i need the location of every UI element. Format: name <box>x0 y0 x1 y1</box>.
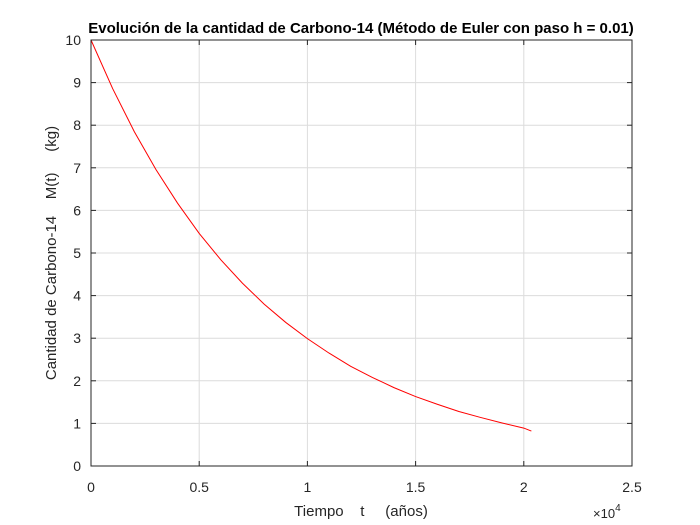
x-tick-label: 0 <box>87 479 95 495</box>
tick-layer <box>90 39 633 467</box>
x-axis-label: Tiempo t (años) <box>294 503 428 520</box>
x-tick-label: 2 <box>520 479 528 495</box>
x-tick-label: 2.5 <box>622 479 642 495</box>
y-tick-label: 4 <box>73 288 81 304</box>
tick-label-layer: 0 0.5 1 1.5 2 2.5 0 1 2 3 4 5 6 7 8 9 10 <box>65 32 642 495</box>
y-tick-label: 0 <box>73 458 81 474</box>
series-layer <box>90 39 532 432</box>
y-tick-label: 1 <box>73 415 81 431</box>
y-tick-label: 5 <box>73 245 81 261</box>
x-tick-label: 1 <box>304 479 312 495</box>
y-tick-label: 7 <box>73 160 81 176</box>
x-tick-label: 0.5 <box>189 479 209 495</box>
grid-layer <box>90 39 633 467</box>
chart-title: Evolución de la cantidad de Carbono-14 (… <box>88 20 634 37</box>
y-tick-label: 2 <box>73 373 81 389</box>
y-tick-label: 9 <box>73 75 81 91</box>
y-tick-label: 6 <box>73 202 81 218</box>
x-axis-exponent-base: ×10 <box>593 506 615 521</box>
x-tick-label: 1.5 <box>406 479 426 495</box>
x-axis-exponent-power: 4 <box>615 503 621 514</box>
series-line <box>90 39 532 432</box>
x-axis-exponent: ×104 <box>593 503 621 521</box>
y-tick-label: 3 <box>73 330 81 346</box>
y-axis-label: Cantidad de Carbono-14 M(t) (kg) <box>43 126 60 380</box>
y-tick-label: 10 <box>65 32 81 48</box>
y-tick-label: 8 <box>73 117 81 133</box>
